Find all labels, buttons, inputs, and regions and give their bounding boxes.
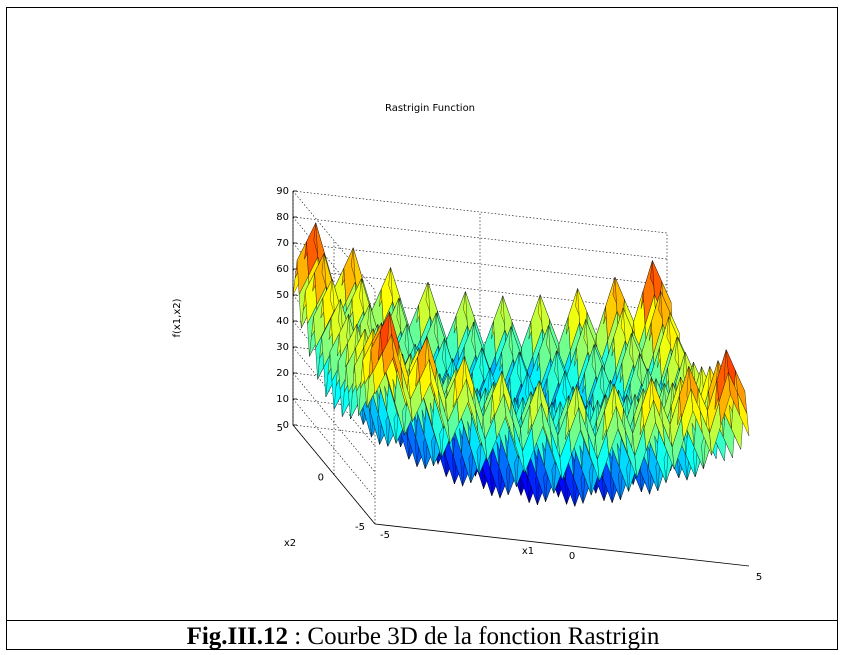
z-axis-label: f(x1,x2)	[172, 298, 183, 337]
z-tick-label: 30	[276, 342, 289, 353]
z-tick-label: 20	[276, 368, 289, 379]
z-tick-label: 0	[283, 420, 289, 431]
y-axis-line	[292, 424, 376, 525]
grid-line	[292, 190, 668, 234]
z-tick-label: 40	[276, 316, 289, 327]
y-tick-label: 0	[318, 473, 324, 484]
grid-line	[292, 190, 376, 291]
x-tick-label: 5	[756, 572, 762, 583]
figure-caption: Fig.III.12 : Courbe 3D de la fonction Ra…	[0, 622, 846, 652]
grid-line	[292, 372, 376, 473]
z-tick-label: 50	[276, 290, 289, 301]
figure-caption-text: : Courbe 3D de la fonction Rastrigin	[287, 623, 660, 650]
rastrigin-surface-plot: 0102030405060708090-505-505x1x2f(x1,x2)R…	[172, 103, 762, 583]
surface-mesh	[292, 222, 750, 507]
y-tick-label: 5	[277, 423, 283, 434]
y-tick-label: -5	[355, 522, 365, 533]
z-tick-label: 10	[276, 394, 289, 405]
z-tick-label: 80	[276, 212, 289, 223]
x-tick-label: -5	[380, 530, 390, 541]
caption-divider	[6, 620, 838, 621]
z-tick-label: 90	[276, 186, 289, 197]
z-tick-label: 70	[276, 238, 289, 249]
x-axis-label: x1	[522, 546, 534, 557]
x-tick-label: 0	[569, 551, 575, 562]
x-axis-line	[374, 523, 750, 567]
z-tick-label: 60	[276, 264, 289, 275]
figure-label: Fig.III.12	[186, 623, 288, 650]
chart-title: Rastrigin Function	[385, 103, 475, 114]
surface-patch	[737, 393, 750, 437]
y-axis-label: x2	[284, 538, 296, 549]
